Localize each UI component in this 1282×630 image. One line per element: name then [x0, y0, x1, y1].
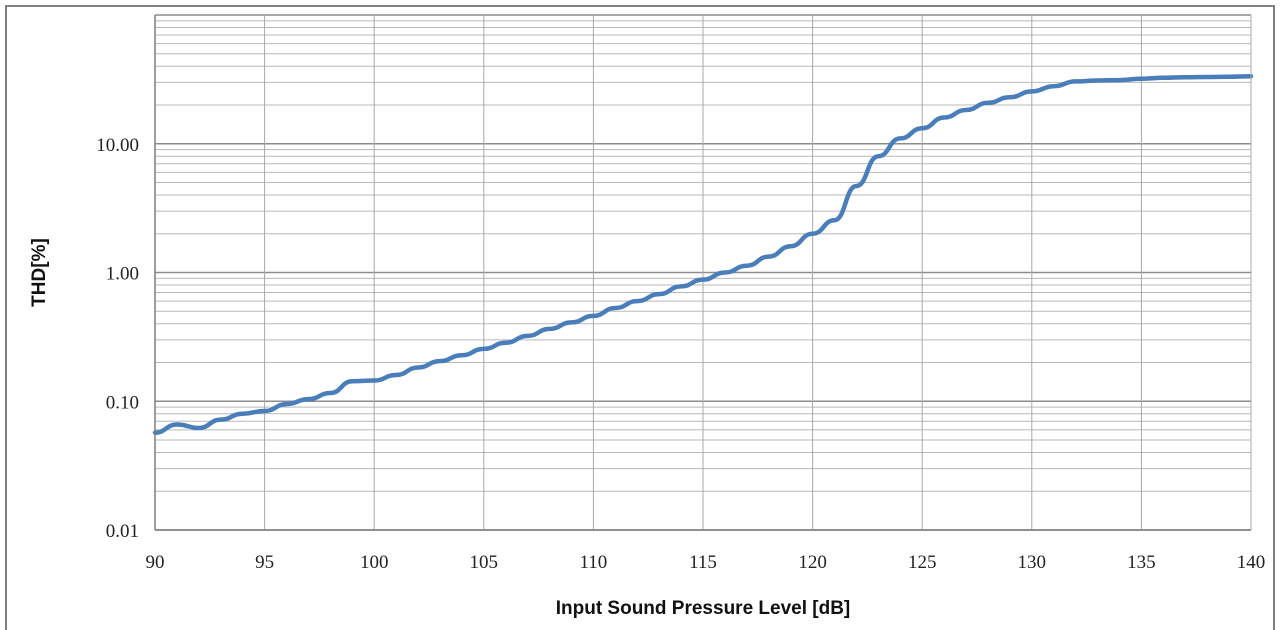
- x-tick-label: 115: [689, 552, 717, 573]
- x-tick-label: 95: [255, 552, 274, 573]
- x-tick-label: 110: [580, 552, 608, 573]
- y-axis-title: THD[%]: [29, 238, 50, 307]
- y-tick-label: 10.00: [96, 135, 139, 156]
- axes: [154, 15, 1252, 531]
- chart-frame: 90 95 100 105 110 115 120 125 130 135 140 0.01 0.10 1…: [5, 5, 1275, 630]
- x-tick-label: 140: [1237, 552, 1266, 573]
- x-tick-label: 120: [798, 552, 827, 573]
- y-tick-label: 1.00: [106, 264, 139, 285]
- x-tick-label: 100: [360, 552, 389, 573]
- grid: [154, 14, 1252, 531]
- y-tick-label: 0.10: [106, 392, 139, 413]
- series-layer: [152, 73, 1254, 435]
- thd-chart: 90 95 100 105 110 115 120 125 130 135 140 0.01 0.10 1…: [29, 14, 1265, 619]
- x-tick-label: 130: [1018, 552, 1047, 573]
- x-tick-label: 105: [470, 552, 499, 573]
- y-tick-label: 0.01: [106, 521, 139, 542]
- tick-labels: 90 95 100 105 110 115 120 125 130 135 140 0.01 0.10 1…: [96, 135, 1265, 573]
- x-tick-label: 90: [146, 552, 165, 573]
- x-axis-title: Input Sound Pressure Level [dB]: [556, 598, 851, 619]
- thd-series-line: [152, 73, 1254, 435]
- x-tick-label: 135: [1127, 552, 1156, 573]
- x-tick-label: 125: [908, 552, 937, 573]
